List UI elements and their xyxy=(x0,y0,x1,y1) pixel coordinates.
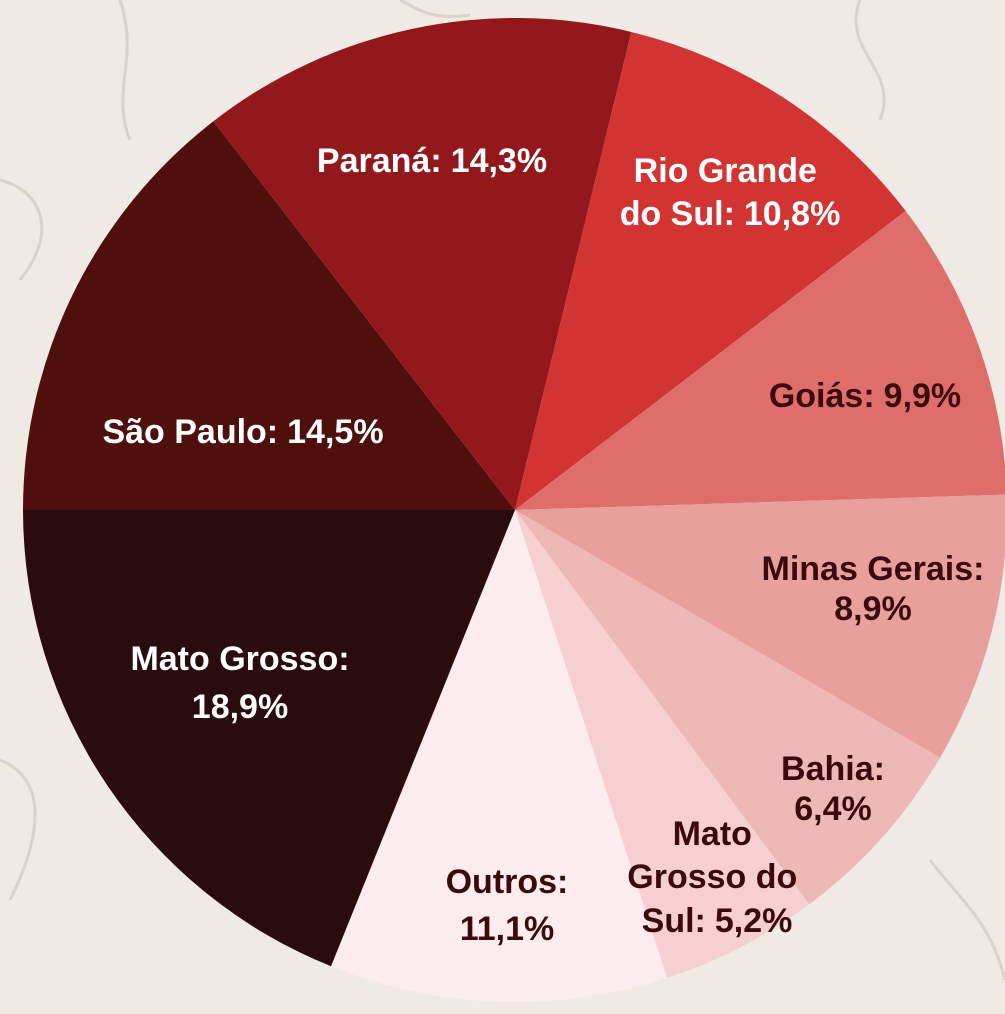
value-label: 14,3% xyxy=(451,142,547,180)
slice-label: Mato Grosso do Sul: xyxy=(627,815,806,940)
label-line: Minas Gerais: xyxy=(762,550,985,588)
pie-slice xyxy=(515,210,1005,510)
pie-slice xyxy=(213,18,632,511)
slice-label: Minas Gerais: xyxy=(762,550,985,588)
value-label: 5,2% xyxy=(715,902,793,940)
slice-label: Outros: xyxy=(446,863,569,901)
value-label: 14,5% xyxy=(287,413,383,451)
label-line: Goiás: xyxy=(769,377,875,415)
value-label: 10,8% xyxy=(744,195,840,233)
pie-slice xyxy=(23,510,515,967)
slice-label: São Paulo: xyxy=(102,413,278,451)
label-line: Bahia: xyxy=(781,750,885,788)
pie-slice xyxy=(515,494,1005,758)
value-label: 18,9% xyxy=(192,688,288,726)
value-label: 11,1% xyxy=(460,910,555,948)
slice-label: Rio Grande do Sul: xyxy=(620,152,827,233)
label-line: Mato xyxy=(673,815,762,853)
pie-slice xyxy=(23,121,515,510)
pie-slice xyxy=(515,510,941,905)
pie xyxy=(23,18,1005,1002)
labels: São Paulo: 14,5% Paraná: 14,3% Rio Grande do… xyxy=(102,142,984,948)
pie-slice xyxy=(515,510,810,978)
value-label: 8,9% xyxy=(834,590,912,628)
label-line: do Sul: xyxy=(620,195,735,233)
slice-label: Paraná: xyxy=(317,142,442,180)
pie-slice xyxy=(331,510,668,1002)
slice-label: Mato Grosso: xyxy=(130,640,349,678)
label-line: Sul: xyxy=(642,902,706,940)
value-label: 6,4% xyxy=(794,790,872,828)
slice-label: Goiás: xyxy=(769,377,875,415)
label-line: São Paulo: xyxy=(102,413,278,451)
label-line: Grosso do xyxy=(627,858,806,896)
label-line: Outros: xyxy=(446,863,569,901)
slice-label: Bahia: xyxy=(781,750,885,788)
texture xyxy=(0,0,1005,981)
label-line: Paraná: xyxy=(317,142,442,180)
pie-slice xyxy=(515,31,906,511)
label-line: Mato Grosso: xyxy=(130,640,349,678)
label-line: Rio Grande xyxy=(634,152,827,190)
value-label: 9,9% xyxy=(884,377,962,415)
